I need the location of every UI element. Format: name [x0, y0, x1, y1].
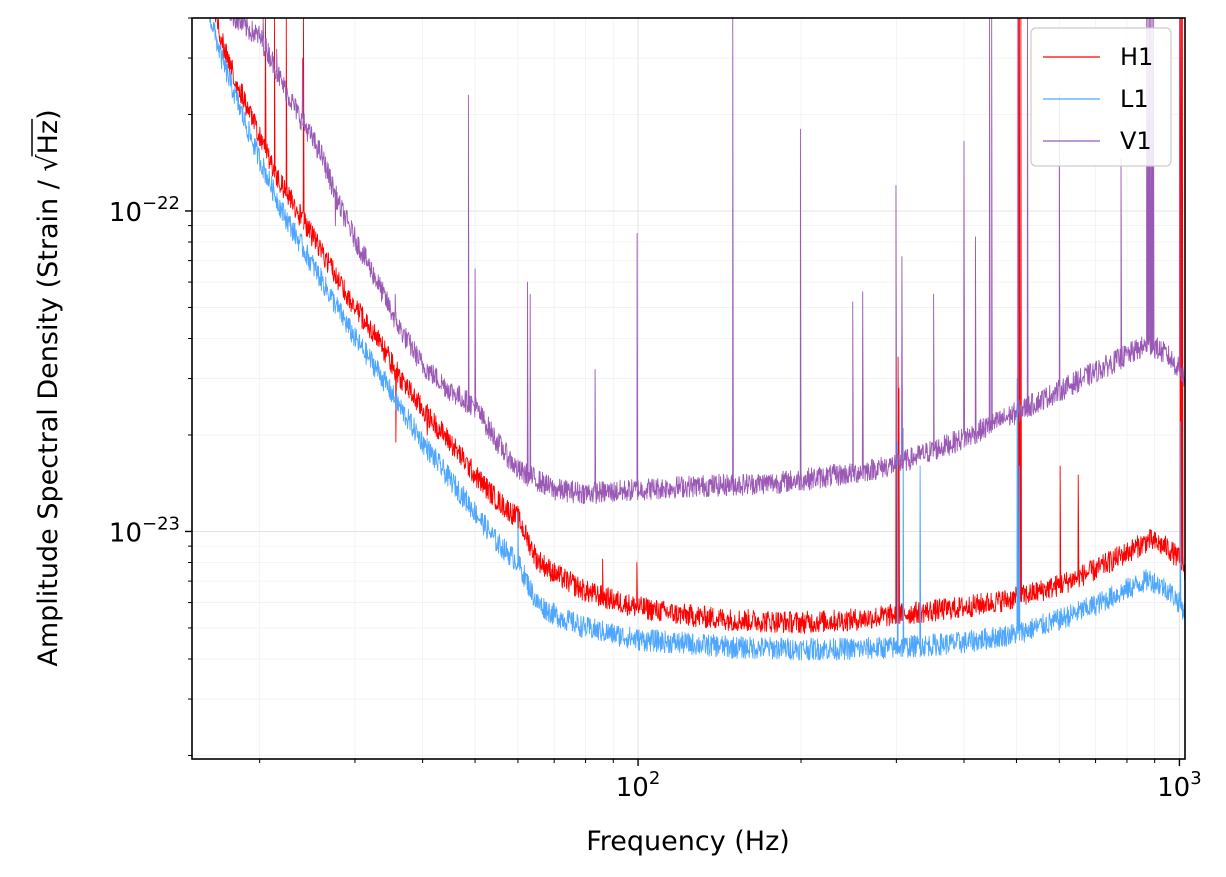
legend-label-v1: V1	[1120, 127, 1152, 155]
tick-labels: 102 103 10−23 10−22	[109, 193, 1202, 803]
y-axis-label-radicand: Hz	[33, 120, 64, 154]
sqrt-symbol: √	[33, 154, 64, 172]
y-tick-label: 10−23	[109, 513, 180, 548]
y-axis-label-prefix: Amplitude Spectral Density (Strain /	[33, 172, 64, 667]
y-tick-label: 10−22	[109, 193, 180, 228]
series-line-l1	[209, 18, 1185, 661]
svg-text:Amplitude Spectral Density (St: Amplitude Spectral Density (Strain / √Hz…	[33, 109, 64, 666]
x-tick-label: 103	[1157, 768, 1202, 803]
legend-label-l1: L1	[1120, 85, 1149, 113]
plot-frame	[191, 17, 1186, 760]
x-tick-label: 102	[616, 768, 661, 803]
series-line-h1	[214, 18, 1185, 634]
y-axis-label-suffix: )	[33, 109, 64, 120]
series-layer	[209, 18, 1185, 661]
ticks-layer	[185, 17, 1181, 766]
legend: H1 L1 V1	[1030, 27, 1172, 167]
legend-label-h1: H1	[1120, 43, 1153, 71]
x-axis-label: Frequency (Hz)	[586, 826, 790, 857]
legend-box	[1030, 27, 1172, 167]
y-axis-label: Amplitude Spectral Density (Strain / √Hz…	[31, 109, 64, 667]
series-line-v1	[229, 18, 1185, 505]
